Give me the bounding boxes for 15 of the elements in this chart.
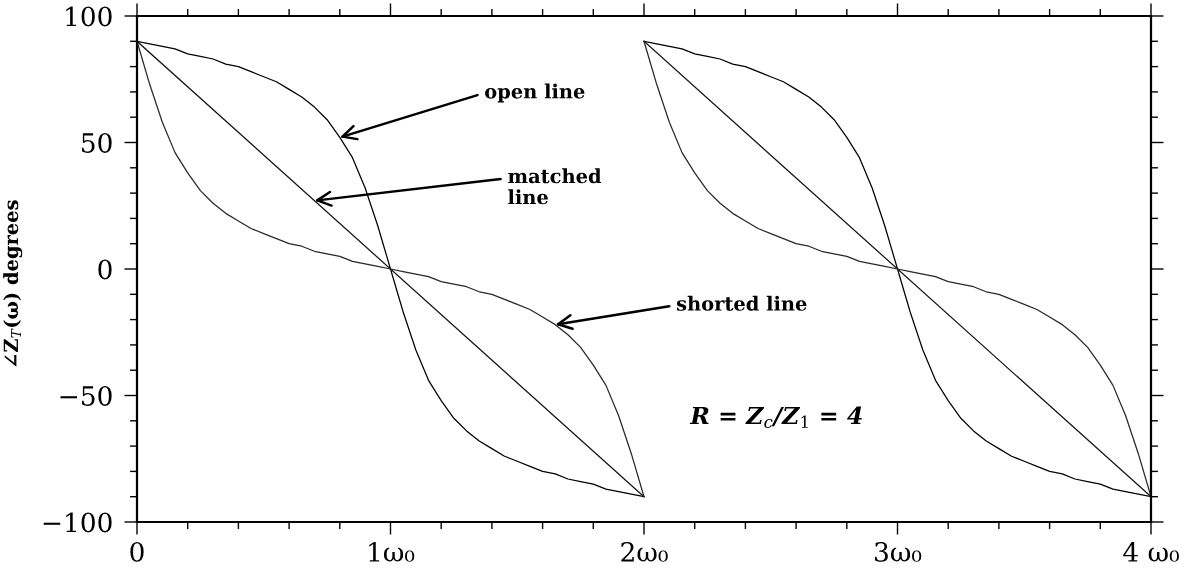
x-tick-label: 0 <box>130 541 144 562</box>
y-tick-label: 0 <box>98 259 112 280</box>
annotation: shorted line <box>676 295 807 311</box>
x-tick-label: 3ω₀ <box>875 541 922 562</box>
annotation: open line <box>485 83 585 103</box>
y-tick-label: −50 <box>60 385 112 406</box>
x-tick-label: 1ω₀ <box>369 541 415 562</box>
y-axis-title: ∠Z$_{T}$(ω) degrees <box>3 200 23 367</box>
annotation: matched line <box>508 168 602 205</box>
x-tick-label: 2ω₀ <box>621 541 668 562</box>
y-tick-label: 50 <box>82 132 112 153</box>
y-tick-label: 100 <box>66 6 112 27</box>
x-tick-label: 4 ω₀ <box>1123 541 1179 562</box>
annotation: R = Z$_{c}$/Z$_{1}$ = 4 <box>689 406 862 429</box>
y-tick-label: −100 <box>43 512 112 533</box>
